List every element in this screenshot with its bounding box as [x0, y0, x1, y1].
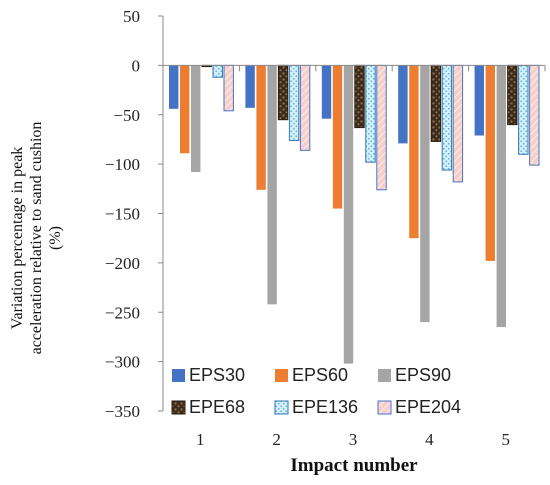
y-tick-label: −150: [105, 205, 140, 224]
bar-eps30-4: [398, 65, 408, 144]
bar-epe204-5: [529, 64, 540, 166]
y-tick-label: −350: [105, 402, 140, 421]
legend-swatch-eps30: [172, 369, 185, 382]
bar-epe136-4: [441, 64, 453, 171]
bar-epe136-2: [288, 64, 300, 141]
y-tick-label: −100: [105, 155, 140, 174]
bar-eps90-3: [343, 65, 354, 364]
x-tick-label: 3: [349, 430, 358, 449]
x-tick-label: 2: [272, 430, 281, 449]
bar-epe68-3: [354, 64, 365, 129]
bar-eps60-3: [332, 65, 343, 209]
bar-eps90-2: [267, 65, 277, 305]
bar-eps30-1: [169, 65, 179, 109]
bar-epe68-5: [507, 64, 518, 126]
x-axis-label: Impact number: [290, 455, 418, 476]
bar-epe68-4: [430, 64, 442, 142]
legend-label-eps60: EPS60: [292, 365, 348, 385]
y-tick-label: −250: [105, 303, 140, 322]
bar-eps60-4: [409, 65, 419, 239]
legend-swatch-epe136: [274, 400, 289, 415]
legend-label-epe136: EPE136: [292, 397, 358, 417]
bar-eps60-1: [180, 65, 190, 154]
bar-epe204-4: [452, 64, 464, 183]
bars: [169, 64, 540, 364]
bar-epe136-5: [518, 64, 529, 155]
legend-swatch-eps90: [378, 369, 391, 382]
bar-eps30-5: [474, 65, 484, 136]
legend-label-epe68: EPE68: [189, 397, 245, 417]
bar-epe204-3: [376, 64, 387, 191]
bar-eps90-5: [496, 65, 506, 328]
bar-eps30-3: [321, 65, 332, 119]
y-tick-label: −50: [113, 106, 140, 125]
legend: EPS30 EPS60 EPS90 EPE68 EPE136 EPE204: [171, 365, 461, 417]
x-tick-label: 4: [425, 430, 434, 449]
y-tick-label: 0: [132, 56, 141, 75]
legend-swatch-epe204: [377, 400, 392, 415]
y-tick-label: 50: [123, 7, 140, 26]
legend-swatch-eps60: [275, 369, 288, 382]
y-tick-label: −300: [105, 353, 140, 372]
bar-eps60-5: [485, 65, 495, 261]
x-axis: 1 2 3 4 5: [162, 64, 546, 449]
legend-label-eps90: EPS90: [395, 365, 451, 385]
bar-epe68-2: [277, 64, 289, 121]
y-axis-label: Variation percentage in peak acceleratio…: [9, 122, 64, 355]
legend-swatch-epe68: [171, 400, 186, 415]
bar-epe204-1: [223, 64, 234, 112]
bar-eps90-1: [191, 65, 201, 173]
y-tick-label: −200: [105, 254, 140, 273]
bar-epe136-1: [212, 64, 223, 78]
x-tick-label: 5: [502, 430, 511, 449]
bar-epe136-3: [365, 64, 376, 163]
y-axis-label-line-3: (%): [47, 226, 64, 250]
y-axis-label-line-1: Variation percentage in peak: [9, 147, 26, 330]
y-axis: 50 0 −50 −100 −150 −200 −250 −300 −350: [105, 7, 164, 421]
bar-eps30-2: [245, 65, 255, 108]
legend-label-eps30: EPS30: [189, 365, 245, 385]
bar-eps90-4: [420, 65, 430, 323]
bar-eps60-2: [256, 65, 266, 190]
legend-label-epe204: EPE204: [395, 397, 461, 417]
y-axis-label-line-2: acceleration relative to sand cushion: [28, 122, 45, 355]
bar-epe204-2: [299, 64, 311, 151]
x-tick-label: 1: [196, 430, 205, 449]
